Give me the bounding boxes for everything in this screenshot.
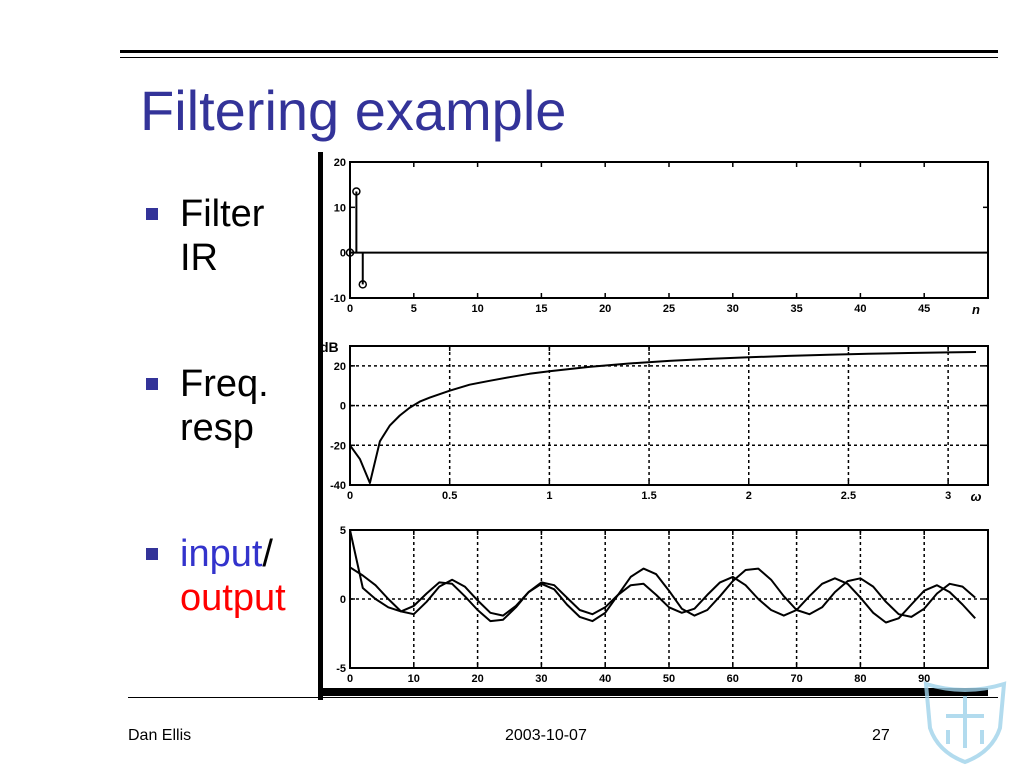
- x-tick-label: 25: [663, 303, 675, 315]
- y-tick-label: -40: [330, 480, 346, 492]
- x-tick-label: 70: [790, 673, 802, 685]
- footer-page-number: 27: [872, 727, 890, 744]
- x-axis-label: ω: [971, 489, 982, 504]
- x-tick-label: 10: [408, 673, 420, 685]
- x-tick-label: 0: [347, 303, 353, 315]
- x-tick-label: 0: [347, 490, 353, 502]
- bullet-line-1: Filter: [180, 193, 265, 235]
- bullet-line-2: resp: [180, 407, 254, 449]
- frequency-response-plot: 0 0.5 1 1.5 2 2.5 3 -40 -20 0 20 ω dB: [320, 339, 989, 504]
- bullet-square-icon: [146, 208, 158, 220]
- top-rule-thin: [120, 57, 998, 58]
- stem-marker: [358, 280, 368, 289]
- bullet-square-icon: [146, 378, 158, 390]
- y-tick-label: 10: [334, 202, 346, 214]
- x-tick-label: 1.5: [641, 490, 656, 502]
- y-tick-label: -5: [336, 663, 346, 675]
- y-tick-label: 0: [340, 248, 346, 260]
- bullet-line-1: Freq.: [180, 363, 269, 405]
- x-tick-label: 0.5: [442, 490, 457, 502]
- series-line: [349, 529, 976, 624]
- y-tick-label: 5: [340, 525, 346, 537]
- x-tick-label: 40: [599, 673, 611, 685]
- bullet-square-icon: [146, 548, 158, 560]
- figure-left-bar: [318, 152, 323, 700]
- x-tick-label: 1: [546, 490, 552, 502]
- bullet-text: input/ output: [180, 532, 286, 620]
- plot-frame: [349, 345, 989, 486]
- stem-marker: [352, 187, 361, 196]
- figure-bottom-bar: [318, 688, 988, 696]
- bullet-text: Freq. resp: [180, 362, 269, 450]
- x-tick-label: 50: [663, 673, 675, 685]
- x-tick-label: 2.5: [841, 490, 856, 502]
- y-tick-label: 0: [340, 594, 346, 606]
- y-tick-label: -20: [330, 440, 346, 452]
- x-axis-label: n: [972, 302, 980, 317]
- x-tick-label: 60: [727, 673, 739, 685]
- footer-date: 2003-10-07: [505, 727, 587, 744]
- bullet-output-word: output: [180, 577, 286, 619]
- x-tick-label: 30: [535, 673, 547, 685]
- footer-author: Dan Ellis: [128, 727, 192, 744]
- y-tick-label: 20: [334, 361, 346, 373]
- x-tick-label: 40: [854, 303, 866, 315]
- slide-title: Filtering example: [140, 79, 567, 142]
- bullet-slash: /: [262, 533, 273, 575]
- bullet-text: Filter IR: [180, 192, 264, 280]
- y-tick-label: -10: [330, 293, 346, 305]
- y-axis-label: dB: [320, 339, 339, 355]
- x-tick-label: 20: [599, 303, 611, 315]
- series-line: [349, 351, 977, 484]
- x-tick-label: 20: [471, 673, 483, 685]
- stem-marker: [345, 248, 355, 257]
- x-tick-label: 3: [945, 490, 951, 502]
- x-tick-label: 90: [918, 673, 930, 685]
- bottom-rule: [128, 697, 998, 698]
- x-tick-label: 5: [411, 303, 417, 315]
- top-rule-thick: [120, 50, 998, 53]
- plot-frame: [349, 161, 989, 299]
- series-line: [349, 566, 976, 623]
- x-tick-label: 2: [746, 490, 752, 502]
- bullet-input-word: input: [180, 533, 263, 575]
- bullet-line-2: IR: [180, 237, 218, 279]
- y-tick-label: 20: [334, 157, 346, 169]
- x-tick-label: 80: [854, 673, 866, 685]
- x-tick-label: 0: [347, 673, 353, 685]
- input-output-plot: 0 10 20 30 40 50 60 70 80 90-505: [336, 525, 989, 685]
- y-tick-label: 0: [340, 401, 346, 413]
- x-tick-label: 35: [790, 303, 802, 315]
- x-tick-label: 15: [535, 303, 547, 315]
- x-tick-label: 30: [727, 303, 739, 315]
- university-crest-watermark-icon: [923, 681, 1007, 765]
- x-tick-label: 10: [471, 303, 483, 315]
- x-tick-label: 45: [918, 303, 930, 315]
